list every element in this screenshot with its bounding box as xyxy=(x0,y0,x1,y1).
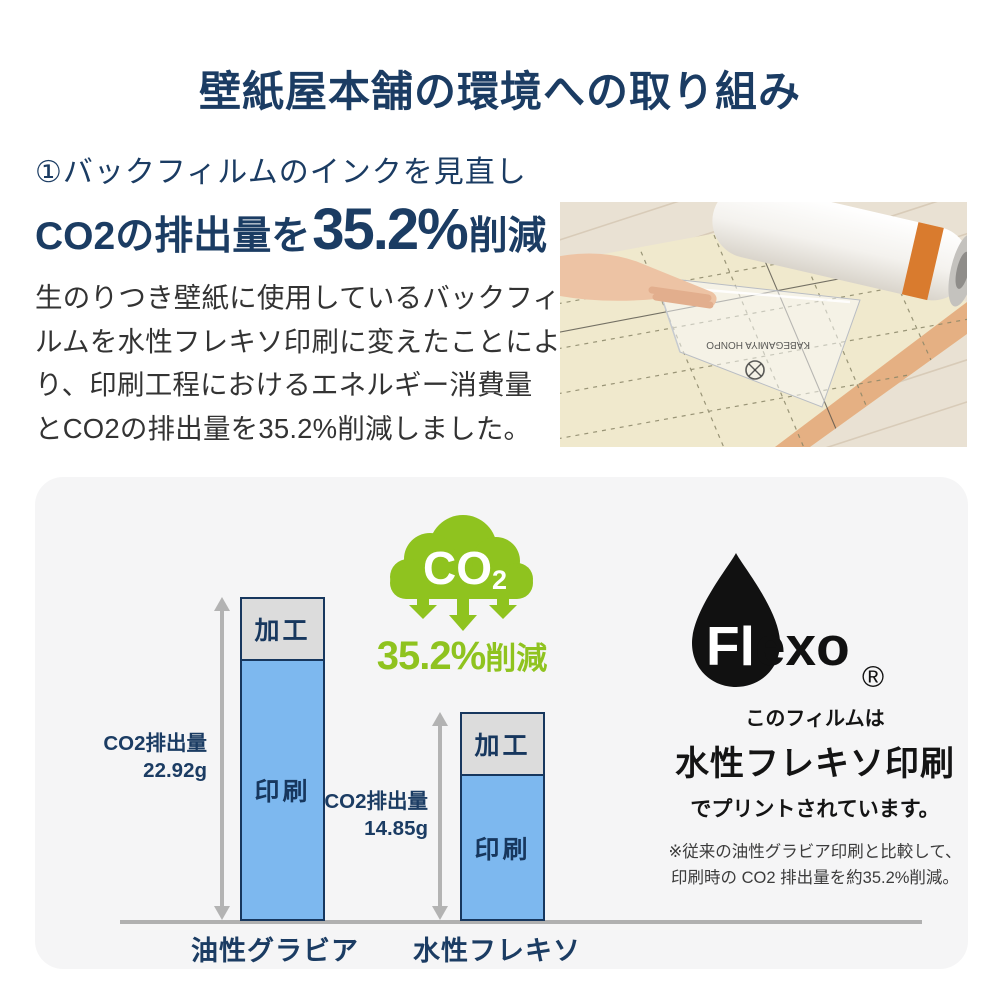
paragraph-line: り、印刷工程におけるエネルギー消費量 xyxy=(35,369,533,400)
flexo-wordmark: Flexo xyxy=(706,615,850,677)
bar-segment-processing: 加工 xyxy=(242,599,323,659)
cloud-co2-text: CO2 xyxy=(423,542,507,595)
arrow-head-up-icon xyxy=(214,597,230,611)
bar-water-flexo: 加工 印刷 xyxy=(460,712,545,921)
paragraph-line: ルムを水性フレキソ印刷に変えたことによ xyxy=(35,325,561,357)
bar-oil-gravure: 加工 印刷 xyxy=(240,597,325,921)
down-arrow-icon xyxy=(449,597,477,631)
reduction-percent: 35.2% xyxy=(376,634,486,678)
amount-label-oil: CO2排出量 22.92g xyxy=(45,730,207,784)
co2-headline-prefix: CO2の排出量を xyxy=(35,215,311,258)
segment-label: 印刷 xyxy=(254,778,311,806)
co2-reduction-headline: CO2の排出量を 35.2% 削減 xyxy=(35,196,547,263)
segment-label: 加工 xyxy=(474,732,531,760)
bar-segment-processing: 加工 xyxy=(462,714,543,774)
arrow-head-down-icon xyxy=(432,906,448,920)
arrow-head-down-icon xyxy=(214,906,230,920)
segment-label: 印刷 xyxy=(474,835,531,864)
down-arrow-icon xyxy=(489,597,517,619)
bar-segment-printing: 印刷 xyxy=(242,659,323,919)
arrow-head-up-icon xyxy=(432,712,448,726)
flexo-logo: Flexo ® xyxy=(692,553,884,694)
flexo-line3: でプリントされています。 xyxy=(690,798,940,821)
page-title: 壁紙屋本舗の環境への取り組み xyxy=(198,68,801,115)
registered-mark-icon: ® xyxy=(862,661,884,694)
co2-cloud-icon: CO2 xyxy=(390,515,533,631)
down-arrow-icon xyxy=(409,597,437,619)
intro-paragraph: 生のりつき壁紙に使用しているバックフィ ルムを水性フレキソ印刷に変えたことによ … xyxy=(35,276,561,450)
category-label-water: 水性フレキソ xyxy=(413,936,581,966)
arrow-shaft xyxy=(438,724,442,908)
flexo-description: このフィルムは 水性フレキソ印刷 でプリントされています。 ※従来の油性グラビア… xyxy=(625,702,1000,891)
measure-arrow-icon xyxy=(432,712,448,920)
arrow-shaft xyxy=(220,609,224,908)
section-heading: ①バックフィルムのインクを見直し xyxy=(35,156,527,189)
footnote-line: 印刷時の CO2 排出量を約35.2%削減。 xyxy=(671,869,959,887)
film-printed-text: KABEGAMIYA HONPO xyxy=(706,339,810,350)
co2-headline-suffix: 削減 xyxy=(468,215,547,258)
flexo-footnote: ※従来の油性グラビア印刷と比較して、 印刷時の CO2 排出量を約35.2%削減… xyxy=(625,839,1000,891)
segment-label: 加工 xyxy=(254,617,311,645)
category-label-oil: 油性グラビア xyxy=(191,936,359,966)
flexo-line1: このフィルムは xyxy=(745,708,885,730)
reduction-badge-text: 35.2% 削減 xyxy=(367,633,557,679)
film-roll-photo-illustration: KABEGAMIYA HONPO xyxy=(560,202,967,447)
amount-value: 14.85g xyxy=(364,817,428,840)
amount-title: CO2排出量 xyxy=(324,790,428,813)
paragraph-line: 生のりつき壁紙に使用しているバックフィ xyxy=(35,282,561,313)
amount-label-water: CO2排出量 14.85g xyxy=(268,788,428,842)
amount-title: CO2排出量 xyxy=(103,732,207,755)
amount-value: 22.92g xyxy=(143,759,207,782)
chart-baseline xyxy=(120,920,922,924)
reduction-suffix: 削減 xyxy=(485,641,548,676)
footnote-line: ※従来の油性グラビア印刷と比較して、 xyxy=(668,843,962,861)
co2-headline-percent: 35.2% xyxy=(312,197,468,262)
comparison-panel: 加工 印刷 加工 印刷 CO2排出量 xyxy=(35,477,968,969)
paragraph-line: とCO2の排出量を35.2%削減しました。 xyxy=(35,412,532,444)
product-photo: KABEGAMIYA HONPO xyxy=(560,202,967,447)
flexo-line2: 水性フレキソ印刷 xyxy=(675,745,955,783)
flexo-drop-icon xyxy=(692,553,780,687)
measure-arrow-icon xyxy=(214,597,230,920)
bar-segment-printing: 印刷 xyxy=(462,774,543,919)
